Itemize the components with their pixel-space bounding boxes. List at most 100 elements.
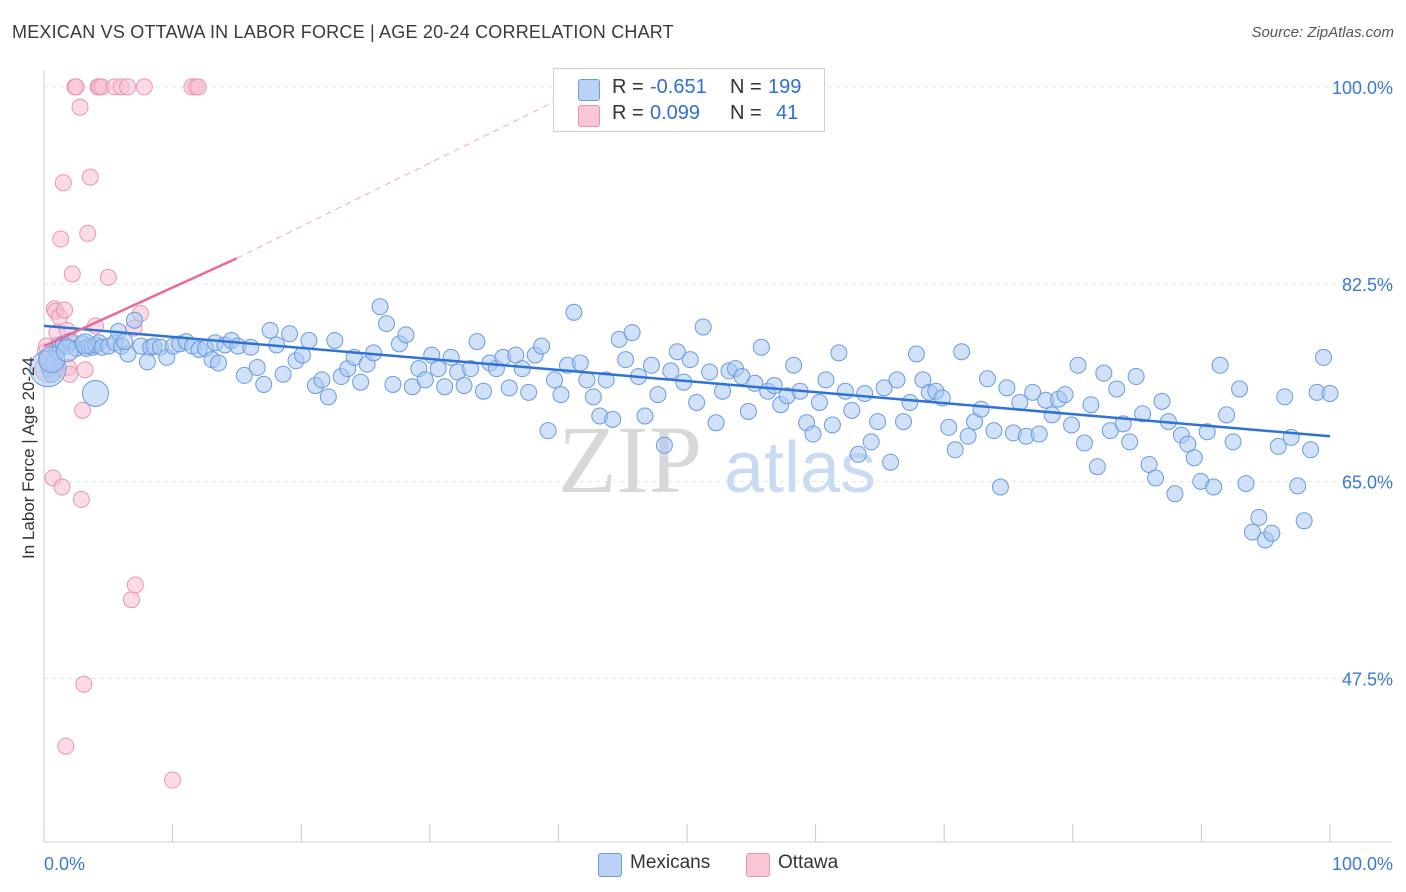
mexicans-point — [642, 356, 660, 374]
y-tick-label: 100.0% — [1332, 78, 1393, 98]
mexicans-point — [513, 360, 531, 378]
mexicans-point — [1243, 523, 1261, 541]
ottawa-point — [63, 265, 81, 283]
mexicans-point — [352, 373, 370, 391]
tick-labels: 100.0% 82.5% 65.0% 47.5% 0.0% 100.0% — [44, 78, 1393, 874]
mexicans-point — [985, 422, 1003, 440]
mexicans-point — [507, 346, 525, 364]
mexicans-point — [125, 311, 143, 329]
mexicans-point — [869, 413, 887, 431]
mexicans-point — [688, 393, 706, 411]
mexicans-point — [978, 370, 996, 388]
mexicans-point — [584, 388, 602, 406]
mexicans-point — [1127, 368, 1145, 386]
mexicans-point — [533, 337, 551, 355]
ottawa-point — [57, 737, 75, 755]
mexicans-point — [681, 351, 699, 369]
mexicans-point — [1218, 406, 1236, 424]
mexicans-point — [1231, 380, 1249, 398]
mexicans-point — [1295, 512, 1313, 530]
ottawa-point — [122, 591, 140, 609]
mexicans-point — [1276, 388, 1294, 406]
mexicans-point — [901, 393, 919, 411]
mexicans-point — [300, 331, 318, 349]
mexicans-point — [81, 379, 109, 407]
ottawa-trend-extension — [236, 86, 585, 259]
mexicans-point — [455, 377, 473, 395]
mexicans-point — [694, 318, 712, 336]
mexicans-point — [991, 478, 1009, 496]
mexicans-point — [74, 333, 96, 355]
mexicans-point — [539, 422, 557, 440]
mexicans-point — [378, 315, 396, 333]
y-tick-label: 82.5% — [1342, 275, 1393, 295]
mexicans-point — [1075, 434, 1093, 452]
trend-lines — [43, 86, 1331, 438]
ottawa-point — [126, 576, 144, 594]
ottawa-point — [135, 78, 153, 96]
mexicans-point — [1134, 405, 1152, 423]
mexicans-point — [1024, 383, 1042, 401]
mexicans-point — [1205, 478, 1223, 496]
ottawa-point — [81, 168, 99, 186]
mexicans-point — [972, 400, 990, 418]
mexicans-point — [384, 375, 402, 393]
legend-swatch-pink — [578, 105, 600, 127]
chart-title: MEXICAN VS OTTAWA IN LABOR FORCE | AGE 2… — [12, 22, 674, 42]
mexicans-point — [565, 303, 583, 321]
mexicans-point — [1302, 441, 1320, 459]
mexicans-point — [701, 363, 719, 381]
x-tick-label: 100.0% — [1332, 854, 1393, 874]
mexicans-point — [1056, 386, 1074, 404]
mexicans-point — [946, 441, 964, 459]
ottawa-trend-line — [43, 257, 238, 348]
mexicans-point — [1289, 477, 1307, 495]
ottawa-point — [119, 78, 137, 96]
mexicans-point — [617, 351, 635, 369]
mexicans-point — [436, 378, 454, 396]
legend-r-label: R = — [612, 76, 644, 98]
mexicans-point — [520, 383, 538, 401]
mexicans-point — [1224, 433, 1242, 451]
mexicans-point — [442, 348, 460, 366]
mexicans-point — [281, 325, 299, 343]
mexicans-point — [604, 410, 622, 428]
mexicans-point — [397, 326, 415, 344]
mexicans-point — [1315, 348, 1333, 366]
mexicans-point — [274, 365, 292, 383]
bottom-legend-swatch-pink — [746, 853, 770, 877]
watermark-atlas: atlas — [724, 428, 876, 508]
x-tick-label: 0.0% — [44, 854, 85, 874]
mexicans-point — [326, 331, 344, 349]
legend-n-value: 41 — [776, 102, 799, 124]
bottom-legend-swatch-blue — [598, 853, 622, 877]
mexicans-point — [1237, 475, 1255, 493]
mexicans-point — [116, 333, 134, 351]
mexicans-point — [888, 371, 906, 389]
mexicans-point — [1198, 423, 1216, 441]
mexicans-point — [462, 360, 480, 378]
mexicans-point — [765, 377, 783, 395]
mexicans-point — [1269, 437, 1287, 455]
mexicans-point — [856, 384, 874, 402]
ottawa-point — [53, 478, 71, 496]
mexicans-point — [823, 416, 841, 434]
source-label: Source: ZipAtlas.com — [1251, 24, 1394, 41]
ottawa-point — [79, 224, 97, 242]
y-tick-label: 65.0% — [1342, 472, 1393, 492]
mexicans-point — [875, 379, 893, 397]
mexicans-point — [1043, 406, 1061, 424]
mexicans-point — [668, 343, 686, 361]
mexicans-point — [571, 354, 589, 372]
mexicans-point — [1095, 364, 1113, 382]
ottawa-point — [71, 98, 89, 116]
ottawa-point — [189, 78, 207, 96]
mexicans-point — [836, 382, 854, 400]
legend-r-value: -0.651 — [650, 76, 707, 98]
ottawa-point — [56, 301, 74, 319]
mexicans-point — [623, 324, 641, 342]
mexicans-point — [319, 388, 337, 406]
watermark-zip: ZIP — [558, 406, 702, 513]
mexicans-point — [830, 344, 848, 362]
